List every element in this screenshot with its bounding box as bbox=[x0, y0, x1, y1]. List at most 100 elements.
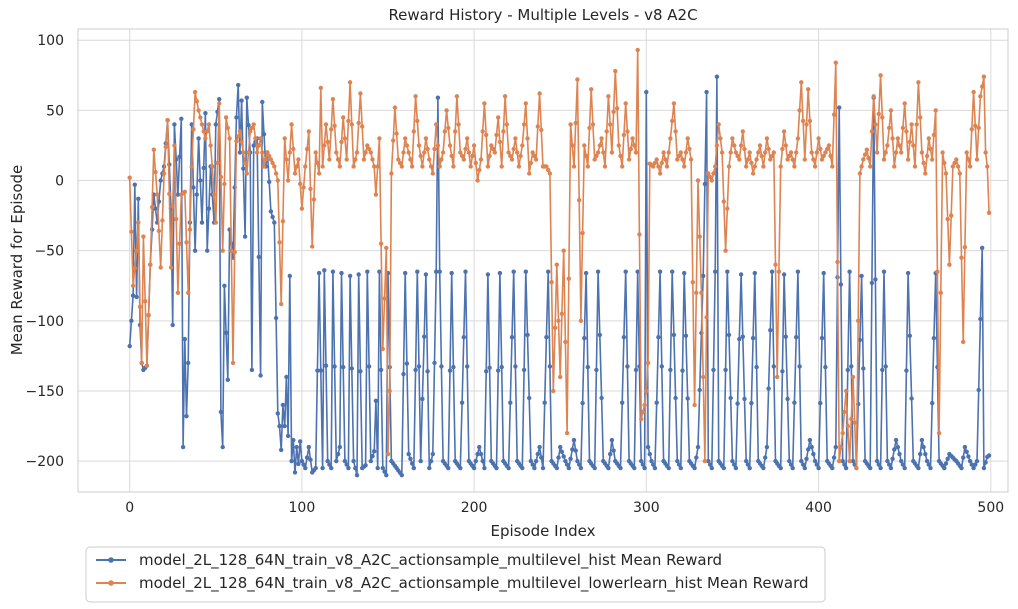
data-point bbox=[170, 204, 175, 209]
data-point bbox=[795, 269, 801, 274]
data-point bbox=[275, 411, 280, 416]
data-point bbox=[311, 197, 317, 202]
data-point bbox=[179, 116, 184, 122]
data-point bbox=[434, 122, 439, 127]
data-point bbox=[365, 143, 370, 148]
data-point bbox=[728, 395, 733, 401]
data-point bbox=[821, 153, 826, 159]
data-point bbox=[535, 451, 540, 457]
data-point bbox=[709, 465, 714, 471]
data-point bbox=[330, 269, 336, 274]
data-point bbox=[260, 150, 265, 155]
data-point bbox=[735, 401, 740, 406]
data-point bbox=[494, 465, 499, 471]
data-point bbox=[685, 136, 690, 141]
data-point bbox=[191, 185, 196, 190]
data-point bbox=[346, 465, 351, 471]
data-point bbox=[294, 444, 299, 450]
data-point bbox=[246, 150, 251, 155]
data-point bbox=[489, 143, 494, 148]
data-point bbox=[270, 160, 275, 166]
data-point bbox=[771, 364, 776, 369]
data-point bbox=[732, 143, 737, 148]
data-point bbox=[959, 465, 964, 471]
data-point bbox=[897, 451, 902, 457]
data-point bbox=[527, 395, 532, 401]
data-point bbox=[778, 164, 783, 169]
data-point bbox=[468, 164, 473, 169]
data-point bbox=[158, 265, 163, 270]
data-point bbox=[515, 150, 520, 155]
data-point bbox=[880, 367, 885, 373]
data-point bbox=[967, 164, 973, 169]
data-point bbox=[788, 462, 794, 467]
data-point bbox=[139, 360, 144, 366]
data-point bbox=[885, 143, 890, 148]
data-point bbox=[285, 178, 291, 183]
data-point bbox=[521, 367, 527, 373]
data-point bbox=[781, 272, 787, 277]
data-point bbox=[458, 150, 463, 155]
data-point bbox=[306, 444, 311, 450]
data-point bbox=[794, 335, 799, 340]
data-point bbox=[420, 164, 425, 169]
data-point bbox=[530, 150, 535, 155]
data-point bbox=[339, 139, 344, 145]
data-point bbox=[730, 458, 735, 464]
data-point bbox=[261, 132, 267, 137]
data-point bbox=[564, 430, 570, 436]
data-point bbox=[494, 132, 499, 138]
data-point bbox=[973, 462, 978, 467]
data-point bbox=[499, 164, 504, 169]
data-point bbox=[506, 465, 511, 471]
data-point bbox=[408, 456, 413, 461]
data-point bbox=[985, 164, 990, 169]
data-point bbox=[918, 115, 923, 120]
data-point bbox=[478, 157, 484, 162]
data-point bbox=[547, 171, 553, 176]
data-point bbox=[370, 454, 375, 459]
data-point bbox=[609, 150, 615, 155]
data-point bbox=[719, 150, 725, 155]
data-point bbox=[680, 368, 685, 373]
data-point bbox=[709, 178, 714, 183]
data-point bbox=[244, 171, 249, 176]
data-point bbox=[873, 277, 878, 282]
data-point bbox=[595, 150, 601, 155]
data-point bbox=[155, 192, 160, 197]
data-point bbox=[692, 465, 697, 471]
data-point bbox=[451, 164, 456, 169]
data-point bbox=[888, 108, 894, 113]
data-point bbox=[303, 465, 308, 471]
data-point bbox=[556, 318, 561, 323]
data-point bbox=[657, 171, 663, 176]
data-point bbox=[385, 451, 391, 457]
data-point bbox=[701, 374, 706, 380]
data-point bbox=[651, 462, 656, 467]
data-point bbox=[940, 150, 945, 155]
data-point bbox=[670, 118, 675, 124]
data-point bbox=[268, 209, 274, 214]
data-point bbox=[208, 143, 213, 148]
data-point bbox=[585, 164, 590, 169]
data-point bbox=[676, 462, 682, 467]
data-point bbox=[623, 101, 628, 106]
data-point bbox=[199, 122, 205, 127]
data-point bbox=[649, 458, 654, 464]
data-point bbox=[308, 186, 313, 192]
data-point bbox=[549, 280, 554, 285]
grid bbox=[78, 29, 1008, 492]
data-point bbox=[685, 396, 690, 401]
data-point bbox=[354, 150, 360, 155]
data-point bbox=[826, 143, 832, 148]
data-point bbox=[971, 89, 976, 95]
data-point bbox=[127, 343, 132, 349]
data-point bbox=[892, 447, 897, 452]
data-point bbox=[769, 269, 775, 274]
data-point bbox=[163, 144, 168, 150]
data-point bbox=[769, 153, 775, 159]
data-point bbox=[749, 400, 754, 406]
data-point bbox=[814, 150, 819, 155]
data-point bbox=[942, 160, 947, 166]
data-point bbox=[292, 171, 298, 176]
